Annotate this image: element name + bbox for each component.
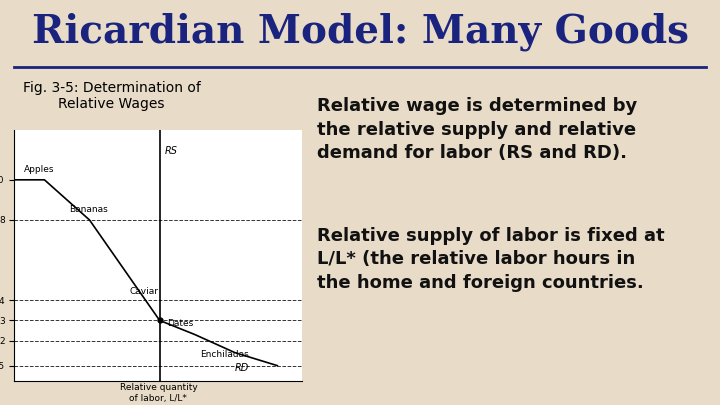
- X-axis label: Relative quantity
of labor, L/L*: Relative quantity of labor, L/L*: [120, 384, 197, 403]
- Text: Bananas: Bananas: [70, 205, 108, 214]
- Text: Dates: Dates: [167, 320, 194, 328]
- Text: Fig. 3-5: Determination of
Relative Wages: Fig. 3-5: Determination of Relative Wage…: [22, 81, 201, 111]
- Text: Ricardian Model: Many Goods: Ricardian Model: Many Goods: [32, 12, 688, 51]
- Text: Relative wage is determined by
the relative supply and relative
demand for labor: Relative wage is determined by the relat…: [317, 97, 637, 162]
- Text: Apples: Apples: [24, 165, 55, 174]
- Text: Caviar: Caviar: [130, 287, 158, 296]
- Text: RD: RD: [235, 362, 249, 373]
- Text: Enchiladas: Enchiladas: [199, 350, 248, 358]
- Text: Relative supply of labor is fixed at
L/L* (the relative labor hours in
the home : Relative supply of labor is fixed at L/L…: [317, 227, 665, 292]
- Text: RS: RS: [165, 146, 178, 156]
